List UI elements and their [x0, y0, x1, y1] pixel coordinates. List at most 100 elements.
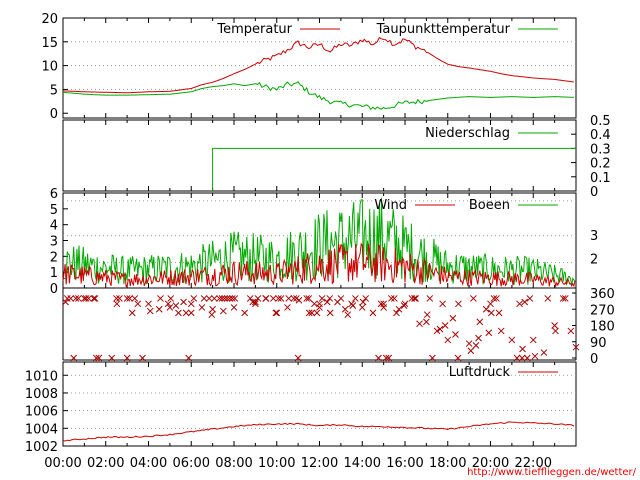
direction-marker — [92, 354, 100, 362]
x-tick-label: 10:00 — [258, 456, 295, 471]
y-tick-label: 0 — [50, 107, 58, 122]
direction-marker — [408, 295, 416, 302]
direction-marker — [116, 295, 123, 302]
direction-marker — [249, 298, 257, 306]
y-tick-label: 360 — [590, 287, 615, 302]
y-tick-label: 1 — [50, 266, 58, 281]
direction-marker — [334, 298, 341, 306]
y-tick-label: 270 — [590, 303, 615, 318]
y-tick-label: 0.5 — [590, 114, 611, 129]
direction-marker — [285, 295, 293, 302]
direction-marker — [519, 345, 526, 353]
direction-marker — [209, 305, 216, 313]
direction-marker — [216, 295, 223, 302]
direction-marker — [113, 295, 120, 302]
direction-marker — [436, 325, 444, 333]
direction-marker — [341, 305, 349, 313]
y-tick-label: 0.2 — [590, 157, 611, 172]
direction-marker — [175, 309, 182, 317]
y-tick-label: 1006 — [25, 405, 58, 420]
direction-marker — [205, 295, 213, 302]
y-tick-label: 0.1 — [590, 171, 611, 186]
legend-label: Temperatur — [216, 22, 292, 37]
direction-marker — [190, 295, 198, 302]
x-tick-label: 08:00 — [215, 456, 252, 471]
legend-label: Taupunkttemperatur — [376, 22, 511, 37]
y-tick-label: 1010 — [25, 369, 58, 384]
direction-marker — [359, 298, 367, 306]
direction-marker — [475, 334, 482, 342]
direction-marker — [531, 352, 539, 360]
direction-marker — [508, 336, 516, 344]
direction-marker — [223, 295, 231, 302]
direction-marker — [551, 322, 558, 329]
direction-marker — [294, 354, 302, 362]
y-tick-label: 0 — [50, 282, 58, 297]
y-tick-label: 180 — [590, 320, 615, 335]
direction-marker — [352, 295, 359, 302]
y-tick-label: 5 — [50, 83, 58, 98]
direction-marker — [495, 309, 503, 317]
wind-series-1 — [62, 197, 576, 286]
direction-marker — [490, 295, 498, 302]
direction-marker — [72, 295, 80, 302]
y-tick-label: 1004 — [25, 422, 58, 437]
y-tick-label: 3 — [50, 235, 58, 250]
direction-marker — [426, 295, 434, 302]
direction-marker — [303, 295, 311, 302]
x-tick-label: 06:00 — [173, 456, 210, 471]
direction-marker — [95, 354, 103, 362]
direction-marker — [452, 331, 459, 338]
y-tick-label: 5 — [50, 203, 58, 218]
direction-marker — [369, 309, 377, 317]
direction-marker — [326, 309, 334, 317]
direction-marker — [252, 298, 259, 306]
x-tick-label: 16:00 — [386, 456, 423, 471]
direction-markers — [62, 295, 580, 362]
direction-marker — [429, 354, 436, 362]
direction-marker — [85, 295, 93, 302]
direction-marker — [467, 347, 475, 355]
direction-marker — [540, 349, 548, 356]
direction-marker — [277, 295, 285, 302]
direction-marker — [218, 295, 226, 302]
direction-marker — [70, 354, 78, 362]
direction-marker — [273, 309, 281, 317]
direction-marker — [401, 300, 409, 308]
x-tick-label: 02:00 — [87, 456, 124, 471]
direction-marker — [561, 295, 569, 302]
direction-marker — [305, 309, 313, 317]
direction-marker — [131, 295, 139, 302]
direction-marker — [108, 354, 116, 362]
direction-marker — [454, 354, 462, 362]
direction-marker — [358, 304, 366, 311]
direction-marker — [226, 295, 234, 302]
y-tick-label: 20 — [41, 12, 58, 27]
y-tick-label: 0.4 — [590, 128, 611, 143]
direction-marker — [219, 307, 227, 315]
direction-marker — [526, 295, 534, 302]
y-tick-label: 10 — [41, 60, 58, 75]
direction-marker — [411, 295, 418, 302]
direction-marker — [449, 314, 457, 322]
direction-marker — [344, 311, 352, 319]
direction-marker — [230, 304, 238, 311]
legend-label: Luftdruck — [449, 365, 511, 380]
direction-marker — [455, 300, 462, 308]
direction-marker — [157, 295, 164, 302]
direction-marker — [416, 320, 423, 328]
y-tick-label: 0.3 — [590, 142, 611, 157]
direction-marker — [472, 342, 480, 349]
direction-marker — [521, 298, 529, 306]
direction-marker — [139, 354, 146, 362]
direction-marker — [433, 327, 441, 335]
legend-label: Boeen — [469, 198, 510, 213]
direction-marker — [221, 295, 228, 302]
direction-marker — [349, 302, 357, 309]
legend-label: Niederschlag — [425, 126, 510, 141]
direction-marker — [91, 295, 99, 302]
x-tick-label: 00:00 — [44, 456, 81, 471]
direction-marker — [380, 304, 387, 311]
